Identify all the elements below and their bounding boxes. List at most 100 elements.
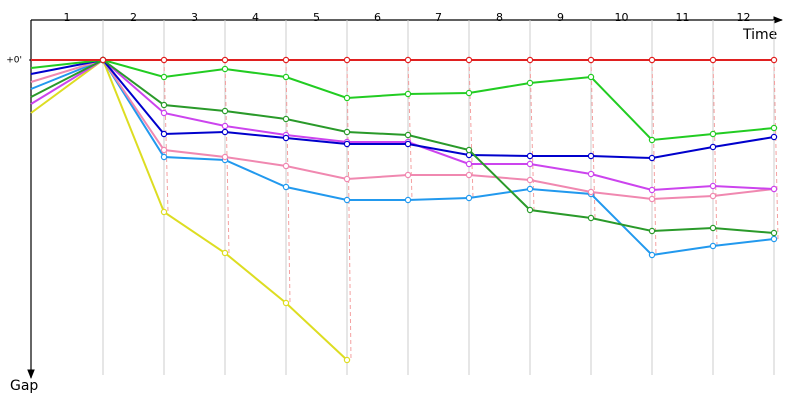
point: [648, 154, 656, 162]
series-line: [30, 58, 775, 142]
point: [282, 56, 290, 64]
series-line: [30, 58, 775, 234]
point: [343, 94, 351, 102]
point: [282, 299, 290, 307]
point: [648, 56, 656, 64]
gap-connector: [346, 59, 352, 361]
gap-connector: [590, 59, 596, 219]
x-tick-label: 4: [252, 11, 259, 24]
point: [648, 251, 656, 259]
point: [526, 79, 534, 87]
series-line: [30, 58, 348, 361]
point: [160, 101, 168, 109]
x-tick-label: 10: [615, 11, 629, 24]
point: [160, 109, 168, 117]
point: [282, 115, 290, 123]
point: [587, 170, 595, 178]
point: [343, 356, 351, 364]
point: [343, 196, 351, 204]
gap-connector: [285, 59, 291, 304]
point: [526, 176, 534, 184]
point: [709, 192, 717, 200]
point: [587, 214, 595, 222]
point: [770, 124, 778, 132]
point: [770, 133, 778, 141]
point: [221, 56, 229, 64]
point: [587, 56, 595, 64]
point: [282, 73, 290, 81]
point: [526, 185, 534, 193]
series-line: [30, 58, 775, 201]
point: [160, 56, 168, 64]
x-tick-label: 5: [313, 11, 320, 24]
point: [465, 194, 473, 202]
x-tick-label: 1: [64, 11, 71, 24]
point: [465, 171, 473, 179]
point: [465, 160, 473, 168]
point: [709, 143, 717, 151]
series-line: [30, 58, 775, 160]
point: [221, 249, 229, 257]
point: [221, 122, 229, 130]
point: [526, 206, 534, 214]
point: [709, 56, 717, 64]
point: [770, 229, 778, 237]
point: [343, 140, 351, 148]
point: [160, 146, 168, 154]
point: [648, 186, 656, 194]
point: [648, 195, 656, 203]
x-tick-label: 2: [130, 11, 137, 24]
point: [770, 56, 778, 64]
y-axis-label: Gap: [10, 378, 38, 394]
point: [404, 171, 412, 179]
point: [343, 175, 351, 183]
x-tick-label: 12: [737, 11, 751, 24]
point: [526, 56, 534, 64]
point: [587, 188, 595, 196]
point: [282, 134, 290, 142]
point: [221, 128, 229, 136]
point: [221, 107, 229, 115]
point: [709, 130, 717, 138]
point: [282, 162, 290, 170]
x-axis-label: Time: [742, 27, 777, 43]
x-tick-label: 3: [191, 11, 198, 24]
point: [587, 152, 595, 160]
point: [709, 182, 717, 190]
point: [404, 131, 412, 139]
point: [282, 183, 290, 191]
gap-connector: [407, 59, 413, 201]
point: [709, 224, 717, 232]
point: [587, 73, 595, 81]
point: [404, 90, 412, 98]
series-line: [30, 58, 775, 192]
point: [770, 235, 778, 243]
point: [465, 146, 473, 154]
point: [709, 242, 717, 250]
point: [404, 140, 412, 148]
gap-connector: [712, 59, 718, 247]
x-tick-label: 9: [557, 11, 564, 24]
point: [343, 128, 351, 136]
point: [648, 227, 656, 235]
x-tick-label: 7: [435, 11, 442, 24]
point: [221, 65, 229, 73]
point: [770, 185, 778, 193]
point: [465, 89, 473, 97]
y-tick-label: +0': [6, 56, 22, 66]
point: [404, 56, 412, 64]
point: [526, 152, 534, 160]
x-tick-label: 8: [496, 11, 503, 24]
point: [648, 136, 656, 144]
point: [404, 196, 412, 204]
point: [343, 56, 351, 64]
gap-connector: [651, 59, 657, 256]
point: [99, 56, 107, 64]
x-tick-label: 6: [374, 11, 381, 24]
point: [160, 73, 168, 81]
gap-connector: [773, 59, 779, 240]
point: [160, 208, 168, 216]
gap-connector: [163, 59, 169, 213]
x-tick-label: 11: [676, 11, 690, 24]
